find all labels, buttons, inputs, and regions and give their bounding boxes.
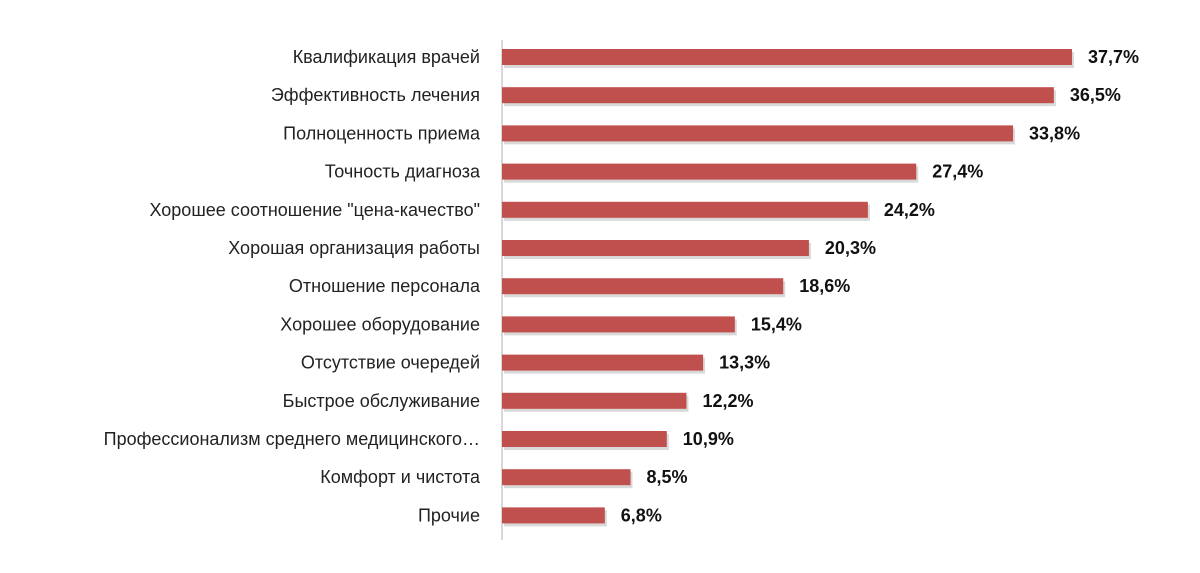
bar	[502, 201, 868, 218]
value-labels-group: 37,7% 36,5% 33,8% 27,4% 24,2% 20,3% 18,6% 15,4%…	[621, 47, 1139, 525]
bar	[502, 278, 784, 295]
bar	[502, 87, 1054, 104]
category-label: Хорошая организация работы	[228, 238, 480, 258]
category-label: Полноценность приема	[283, 123, 481, 143]
data-label: 37,7%	[1088, 47, 1139, 67]
data-label: 20,3%	[825, 238, 876, 258]
category-label: Профессионализм среднего медицинского…	[104, 429, 480, 449]
category-label: Комфорт и чистота	[320, 467, 481, 487]
data-label: 10,9%	[683, 429, 734, 449]
bar	[502, 431, 667, 447]
data-label: 13,3%	[719, 353, 770, 373]
data-label: 6,8%	[621, 505, 662, 525]
bar	[502, 469, 631, 486]
category-label: Отсутствие очередей	[301, 353, 480, 373]
category-label: Отношение персонала	[289, 276, 481, 296]
data-label: 15,4%	[751, 314, 802, 334]
category-label: Прочие	[418, 505, 480, 525]
bar	[502, 392, 687, 409]
category-label: Точность диагноза	[325, 162, 481, 182]
bar	[502, 125, 1014, 142]
data-label: 24,2%	[884, 200, 935, 220]
category-label: Эффективность лечения	[271, 85, 480, 105]
data-label: 8,5%	[647, 467, 688, 487]
category-labels-group: Квалификация врачей Эффективность лечения…	[104, 47, 481, 525]
data-label: 12,2%	[702, 391, 753, 411]
category-label: Хорошее соотношение "цена-качество"	[149, 200, 480, 220]
bar	[502, 49, 1072, 65]
data-label: 36,5%	[1070, 85, 1121, 105]
data-label: 27,4%	[932, 162, 983, 182]
bar	[502, 316, 735, 333]
bar	[502, 240, 809, 256]
bars-group	[502, 49, 1074, 527]
bar	[502, 354, 704, 371]
bar	[502, 163, 917, 180]
data-label: 33,8%	[1029, 123, 1080, 143]
category-label: Быстрое обслуживание	[283, 391, 480, 411]
category-label: Квалификация врачей	[293, 47, 480, 67]
bar	[502, 507, 605, 524]
data-label: 18,6%	[799, 276, 850, 296]
category-label: Хорошее оборудование	[280, 314, 480, 334]
